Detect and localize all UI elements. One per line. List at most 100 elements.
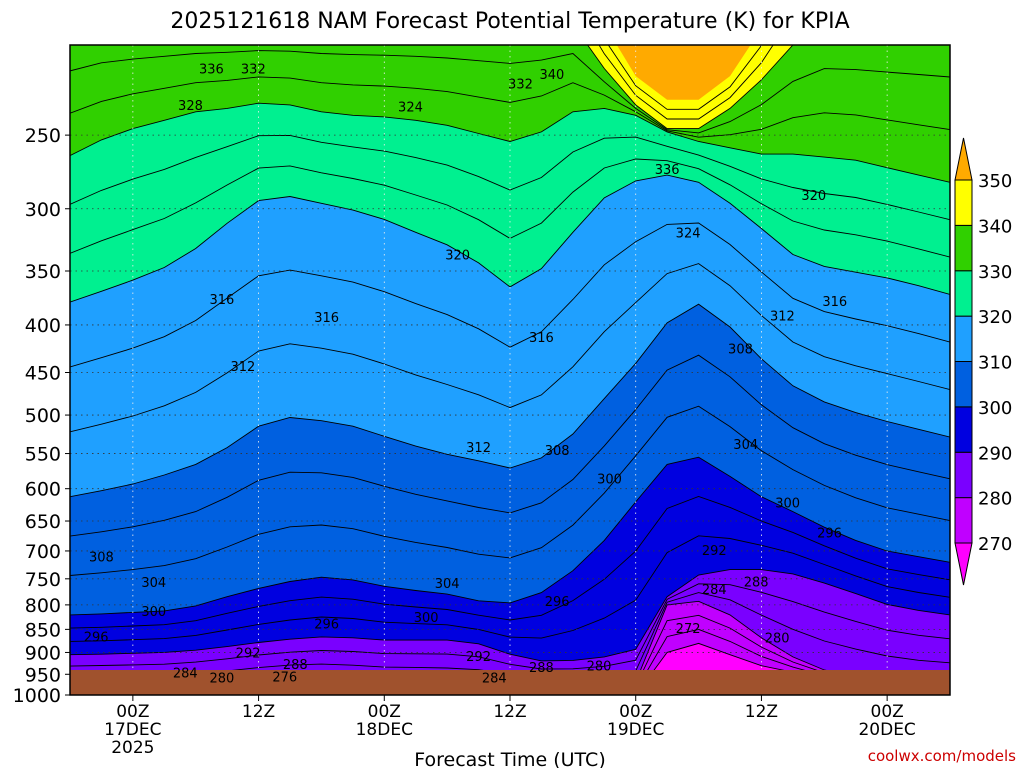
colorbar-swatch	[954, 137, 973, 181]
y-tick-label: 250	[25, 125, 61, 147]
contour-label: 280	[587, 660, 612, 675]
chart-title: 2025121618 NAM Forecast Potential Temper…	[170, 9, 849, 34]
contour-label: 288	[283, 658, 308, 673]
y-tick-label: 500	[25, 405, 61, 427]
y-tick-label: 600	[25, 479, 61, 501]
contour-label: 296	[545, 595, 570, 610]
colorbar-label: 300	[978, 398, 1012, 419]
contour-label: 340	[539, 68, 564, 83]
x-tick-label: 00Z	[871, 702, 904, 722]
contour-label: 336	[199, 63, 224, 78]
y-tick-label: 900	[25, 642, 61, 664]
isentrope-line	[70, 303, 950, 498]
contour-label: 320	[801, 189, 826, 204]
plot-area	[70, 45, 950, 695]
x-tick-label: 12Z	[493, 702, 526, 722]
colorbar-swatch	[954, 497, 973, 544]
contour-label: 284	[482, 672, 507, 687]
contour-label: 316	[822, 295, 847, 310]
isentrope-line	[70, 569, 950, 662]
x-tick-label: 12Z	[242, 702, 275, 722]
contour-label: 292	[236, 646, 261, 661]
isentrope-line	[70, 456, 950, 616]
x-tick-label: 17DEC	[104, 720, 161, 740]
contour-label: 308	[89, 551, 114, 566]
isentrope-line	[70, 535, 950, 642]
contour-label: 304	[435, 577, 460, 592]
contour-label: 304	[733, 438, 758, 453]
x-tick-label: 20DEC	[858, 720, 915, 740]
y-tick-label: 300	[25, 199, 61, 221]
contour-label: 332	[241, 63, 266, 78]
ground-surface	[70, 670, 950, 695]
x-tick-label: 19DEC	[607, 720, 664, 740]
contour-label: 300	[414, 611, 439, 626]
colorbar-swatch	[954, 270, 973, 317]
contour-label: 308	[545, 444, 570, 459]
colorbar-label: 340	[978, 216, 1012, 237]
contour-label: 292	[702, 544, 727, 559]
isentrope-line	[70, 76, 950, 138]
contour-label: 308	[728, 342, 753, 357]
contour-label: 272	[676, 622, 701, 637]
contour-label: 316	[314, 311, 339, 326]
colorbar-label: 320	[978, 307, 1012, 328]
isentrope-line	[70, 174, 950, 303]
y-tick-label: 350	[25, 261, 61, 283]
isentrope-line	[70, 134, 950, 221]
contour-label: 324	[398, 101, 423, 116]
colorbar-label: 280	[978, 489, 1012, 510]
colorbar-label: 330	[978, 262, 1012, 283]
x-tick-label: 00Z	[368, 702, 401, 722]
contour-label: 288	[529, 661, 554, 676]
x-axis-label: Forecast Time (UTC)	[414, 749, 605, 768]
contour-label: 332	[508, 77, 533, 92]
watermark: coolwx.com/models	[868, 747, 1016, 765]
y-tick-label: 700	[25, 541, 61, 563]
contour-label: 324	[676, 226, 701, 241]
contour-label: 284	[702, 583, 727, 598]
isentrope-line	[70, 50, 950, 134]
y-tick-label: 750	[25, 569, 61, 591]
isentrope-line	[70, 263, 950, 433]
isentrope-line	[70, 496, 950, 629]
y-tick-label: 1000	[13, 685, 61, 707]
x-tick-label: 12Z	[745, 702, 778, 722]
contour-label: 316	[209, 293, 234, 308]
colorbar-label: 310	[978, 353, 1012, 374]
contour-label: 300	[141, 605, 166, 620]
y-tick-label: 400	[25, 315, 61, 337]
contour-label: 312	[230, 360, 255, 375]
colorbar-label: 270	[978, 534, 1012, 555]
band-max	[616, 45, 751, 100]
contour-label: 328	[178, 99, 203, 114]
x-tick-label: 2025	[111, 738, 154, 758]
y-tick-label: 800	[25, 595, 61, 617]
contour-label: 288	[744, 575, 769, 590]
contour-label: 336	[655, 163, 680, 178]
contour-label: 320	[445, 249, 470, 264]
isentrope-line	[70, 583, 950, 670]
contour-label: 292	[466, 650, 491, 665]
y-tick-label: 950	[25, 664, 61, 686]
isentrope-line	[70, 102, 950, 183]
y-tick-label: 550	[25, 444, 61, 466]
contour-label: 280	[765, 631, 790, 646]
x-tick-label: 18DEC	[356, 720, 413, 740]
colorbar-swatch	[954, 542, 973, 586]
contour-label: 284	[173, 667, 198, 682]
colorbar-swatch	[954, 361, 973, 408]
y-tick-label: 650	[25, 511, 61, 533]
colorbar-swatch	[954, 224, 973, 272]
contour-label: 296	[817, 527, 842, 542]
colorbar-label: 350	[978, 171, 1012, 192]
y-tick-label: 450	[25, 363, 61, 385]
contour-label: 312	[466, 441, 491, 456]
contour-label: 312	[770, 310, 795, 325]
colorbar-swatch	[954, 315, 973, 362]
x-tick-label: 00Z	[116, 702, 149, 722]
x-tick-label: 00Z	[619, 702, 652, 722]
y-tick-label: 850	[25, 619, 61, 641]
contour-label: 300	[597, 472, 622, 487]
